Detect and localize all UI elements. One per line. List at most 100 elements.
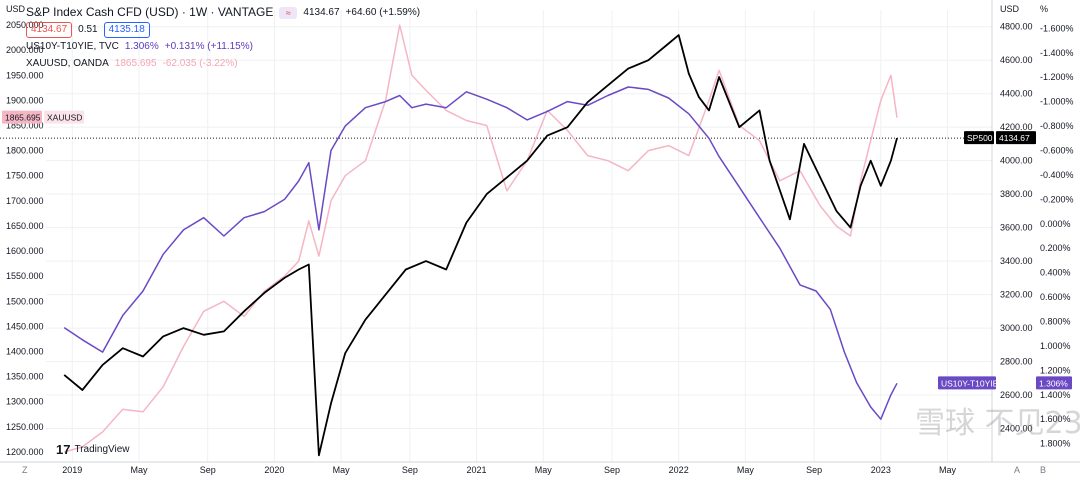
left-tick-label: 1500.000: [6, 296, 44, 306]
x-tick-label: Sep: [402, 465, 418, 475]
sp500-price-tag-bg: [996, 131, 1036, 145]
right-pct-tick-label: -1.200%: [1040, 72, 1074, 82]
right-pct-tick-label: 1.200%: [1040, 365, 1071, 375]
xau-label-tag-text: XAUUSD: [47, 113, 82, 123]
right-pct-tick-label: -0.200%: [1040, 194, 1074, 204]
x-tick-label: Sep: [200, 465, 216, 475]
left-tick-label: 2000.000: [6, 45, 44, 55]
series3-value: 1865.695: [114, 58, 157, 69]
x-tick-label: May: [535, 465, 553, 475]
legend-main-row: S&P Index Cash CFD (USD) · 1W · VANTAGE …: [26, 4, 420, 21]
series-line-us10y-t10yie: [63, 86, 898, 420]
x-tick-label: Sep: [806, 465, 822, 475]
right-pct-tick-label: 0.000%: [1040, 219, 1071, 229]
x-tick-label: 2019: [62, 465, 82, 475]
right-pct-tick-label: 0.600%: [1040, 292, 1071, 302]
x-tick-label: May: [130, 465, 148, 475]
right-pct-axis-unit: %: [1040, 4, 1049, 14]
left-tick-label: 1600.000: [6, 246, 44, 256]
xau-price-tag-text: 1865.695: [5, 113, 41, 123]
right-pct-tick-label: -1.000%: [1040, 97, 1074, 107]
left-tick-label: 1250.000: [6, 422, 44, 432]
bid-ask-row: 4134.67 0.51 4135.18: [26, 21, 420, 38]
axis-settings-button[interactable]: B: [1040, 465, 1047, 475]
x-tick-label: Sep: [604, 465, 620, 475]
right-usd-axis-unit: USD: [1000, 4, 1020, 14]
x-tick-label: 2021: [467, 465, 487, 475]
legend-series3-row[interactable]: XAUUSD, OANDA 1865.695 -62.035 (-3.22%): [26, 55, 420, 72]
right-usd-tick-label: 2600.00: [1000, 390, 1033, 400]
series2-label: US10Y-T10YIE, TVC: [26, 41, 119, 52]
right-pct-tick-label: 1.600%: [1040, 414, 1071, 424]
x-tick-label: May: [737, 465, 755, 475]
right-pct-tick-label: 0.400%: [1040, 268, 1071, 278]
right-usd-tick-label: 4000.00: [1000, 156, 1033, 166]
xau-label-tag-bg: [44, 110, 84, 124]
right-usd-tick-label: 2800.00: [1000, 357, 1033, 367]
right-pct-tick-label: 0.800%: [1040, 317, 1071, 327]
ask-price-button[interactable]: 4135.18: [103, 21, 150, 38]
compare-icon[interactable]: ≈: [279, 6, 298, 19]
right-pct-tick-label: -0.400%: [1040, 170, 1074, 180]
left-tick-label: 1700.000: [6, 196, 44, 206]
left-tick-label: 1750.000: [6, 171, 44, 181]
series-line-xauusd: [63, 24, 898, 453]
series-line-sp500: [63, 34, 898, 457]
left-tick-label: 1350.000: [6, 372, 44, 382]
right-usd-tick-label: 3000.00: [1000, 323, 1033, 333]
tradingview-logo-text: TradingView: [74, 444, 130, 455]
bid-price-button[interactable]: 4134.67: [26, 21, 73, 38]
main-change: +64.60 (+1.59%): [345, 7, 421, 18]
right-usd-tick-label: 4600.00: [1000, 55, 1033, 65]
left-tick-label: 1650.000: [6, 221, 44, 231]
xau-price-tag-bg: [2, 110, 42, 124]
right-usd-tick-label: 3800.00: [1000, 189, 1033, 199]
left-tick-label: 1550.000: [6, 271, 44, 281]
us10y-price-tag-text: 1.306%: [1039, 378, 1068, 388]
right-usd-tick-label: 3200.00: [1000, 290, 1033, 300]
right-pct-tick-label: -1.400%: [1040, 48, 1074, 58]
right-pct-tick-label: -1.600%: [1040, 23, 1074, 33]
left-tick-label: 1400.000: [6, 347, 44, 357]
tradingview-logo[interactable]: 17 TradingView: [56, 442, 130, 457]
axis-auto-button[interactable]: A: [1014, 465, 1021, 475]
us10y-label-tag-bg: [938, 376, 996, 390]
us10y-price-tag-bg: [1036, 376, 1072, 390]
legend-series2-row[interactable]: US10Y-T10YIE, TVC 1.306% +0.131% (+11.15…: [26, 38, 420, 55]
timezone-button[interactable]: Z: [22, 465, 28, 475]
left-tick-label: 1450.000: [6, 321, 44, 331]
right-pct-tick-label: -0.600%: [1040, 145, 1074, 155]
right-usd-tick-label: 4800.00: [1000, 22, 1033, 32]
left-tick-label: 1800.000: [6, 146, 44, 156]
main-last-price: 4134.67: [303, 7, 340, 18]
right-usd-tick-label: 3600.00: [1000, 223, 1033, 233]
right-pct-tick-label: 0.200%: [1040, 243, 1071, 253]
chart-legend: S&P Index Cash CFD (USD) · 1W · VANTAGE …: [26, 4, 420, 72]
x-tick-label: 2022: [669, 465, 689, 475]
left-tick-label: 1850.000: [6, 121, 44, 131]
series2-change: +0.131% (+11.15%): [164, 41, 253, 52]
right-usd-tick-label: 4400.00: [1000, 89, 1033, 99]
series3-label: XAUUSD, OANDA: [26, 58, 109, 69]
right-pct-tick-label: 1.800%: [1040, 439, 1071, 449]
right-pct-tick-label: 1.000%: [1040, 341, 1071, 351]
spread-value: 0.51: [78, 24, 98, 35]
symbol-title[interactable]: S&P Index Cash CFD (USD) · 1W · VANTAGE: [26, 5, 274, 19]
sp500-label-tag-bg: [964, 131, 994, 145]
x-tick-label: 2020: [264, 465, 284, 475]
x-tick-label: 2023: [871, 465, 891, 475]
left-axis-unit: USD: [6, 4, 26, 14]
left-tick-label: 1200.000: [6, 447, 44, 457]
us10y-label-tag-text: US10Y-T10YIE: [941, 378, 999, 388]
series3-change: -62.035 (-3.22%): [162, 58, 238, 69]
right-pct-tick-label: -0.800%: [1040, 121, 1074, 131]
left-tick-label: 2050.000: [6, 20, 44, 30]
tradingview-mark-icon: 17: [56, 442, 71, 457]
left-tick-label: 1950.000: [6, 70, 44, 80]
x-tick-label: May: [939, 465, 957, 475]
right-usd-tick-label: 2400.00: [1000, 424, 1033, 434]
sp500-price-tag-text: 4134.67: [999, 133, 1030, 143]
sp500-label-tag-text: SP500: [967, 133, 993, 143]
